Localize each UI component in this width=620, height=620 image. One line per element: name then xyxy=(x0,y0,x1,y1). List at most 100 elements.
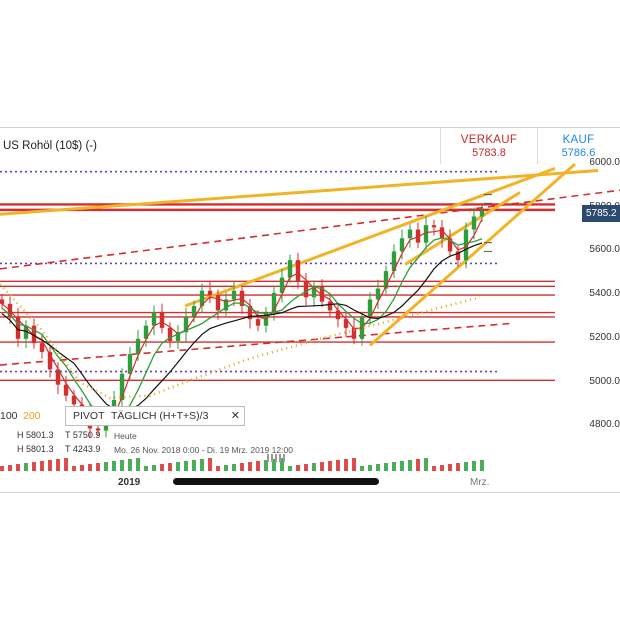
candle-body xyxy=(439,227,445,239)
x-tick-label: 2019 xyxy=(118,477,141,488)
candle-body xyxy=(343,319,349,328)
timeline-scrollbar[interactable] xyxy=(173,478,379,485)
volume-bar xyxy=(248,462,252,471)
candle-body xyxy=(375,288,381,300)
info-high-1: H 5801.3 xyxy=(17,430,54,440)
buy-label: KAUF xyxy=(562,134,595,146)
volume-bar xyxy=(288,466,292,471)
volume-bar xyxy=(280,458,284,471)
price-tick-label: 4800.0 xyxy=(589,419,620,431)
candle-body xyxy=(119,373,125,400)
candle-body xyxy=(415,229,421,243)
candle-body xyxy=(55,369,61,385)
volume-bar xyxy=(8,465,12,471)
candle-body xyxy=(231,290,237,300)
candle-body xyxy=(247,306,253,320)
price-tick-label: 6000.0 xyxy=(589,157,620,168)
candle-body xyxy=(183,316,189,333)
candle-body xyxy=(311,286,317,298)
candle-body xyxy=(135,338,141,355)
volume-bar xyxy=(360,466,364,471)
volume-bar xyxy=(224,465,228,471)
candle-body xyxy=(255,319,261,326)
trendline xyxy=(184,166,556,308)
volume-bar xyxy=(96,463,100,471)
volume-bar xyxy=(344,459,348,471)
last-price-badge: 5785.2 xyxy=(582,205,620,222)
volume-bar xyxy=(264,460,268,471)
sell-button[interactable]: VERKAUF 5783.8 xyxy=(440,128,538,164)
sell-label: VERKAUF xyxy=(460,134,518,146)
candle-body xyxy=(47,351,53,370)
pane-resize-handle[interactable] xyxy=(267,454,287,462)
info-date-range: Mo. 26 Nov. 2018 0:00 - Di. 19 Mrz. 2019… xyxy=(114,445,293,455)
candle-body xyxy=(175,332,181,341)
candle-body xyxy=(63,384,69,396)
volume-bar xyxy=(88,464,92,471)
pivot-indicator-chip[interactable]: PIVOT TÄGLICH (H+T+S)/3 ✕ xyxy=(65,406,245,426)
volume-bar xyxy=(352,458,356,471)
volume-bar xyxy=(80,465,84,471)
volume-bar xyxy=(72,466,76,471)
volume-bar xyxy=(40,461,44,471)
ma-red-line xyxy=(1,218,483,427)
price-tick-label: 5000.0 xyxy=(589,375,620,387)
candle-body xyxy=(463,229,469,261)
pivot-label: PIVOT xyxy=(73,410,105,422)
ma-200-label[interactable]: 200 xyxy=(23,410,41,422)
volume-bar xyxy=(216,466,220,471)
price-tick-label: 5400.0 xyxy=(589,288,620,300)
candle-body xyxy=(335,310,341,320)
candle-body xyxy=(207,290,213,296)
candle-body xyxy=(407,229,413,239)
volume-bar xyxy=(144,466,148,471)
volume-bar xyxy=(64,458,68,471)
candle-body xyxy=(295,260,301,282)
candle-body xyxy=(479,210,485,217)
candle-body xyxy=(159,312,165,328)
candle-body xyxy=(127,354,133,374)
volume-bar xyxy=(184,461,188,471)
instrument-title: US Rohöl (10$) (-) xyxy=(3,140,97,152)
candle-body xyxy=(167,327,173,341)
candle-body xyxy=(447,238,453,252)
volume-bar xyxy=(112,461,116,471)
volume-bar xyxy=(376,464,380,471)
buy-price: 5786.6 xyxy=(561,147,596,159)
volume-bar xyxy=(104,462,108,471)
candle-body xyxy=(423,225,429,243)
candle-body xyxy=(191,306,197,317)
price-chart xyxy=(0,162,620,471)
sell-price: 5783.8 xyxy=(472,147,506,159)
volume-bar xyxy=(400,461,404,471)
volume-bar xyxy=(440,465,444,471)
chart-panel: US Rohöl (10$) (-) VERKAUF 5783.8 KAUF 5… xyxy=(0,127,620,493)
candle-body xyxy=(327,301,333,311)
volume-bar xyxy=(304,464,308,471)
info-today: Heute xyxy=(114,431,137,441)
candle-body xyxy=(15,316,21,339)
candle-body xyxy=(215,295,221,311)
volume-bar xyxy=(336,460,340,471)
volume-bar xyxy=(56,459,60,471)
price-tick-label: 5600.0 xyxy=(589,244,620,256)
candle-body xyxy=(223,299,229,311)
trend-channel-lower xyxy=(0,322,511,366)
volume-bar xyxy=(456,463,460,471)
volume-bar xyxy=(368,465,372,471)
trendline xyxy=(404,191,521,266)
volume-bar xyxy=(432,466,436,471)
buy-button[interactable]: KAUF 5786.6 xyxy=(537,128,620,164)
volume-bar xyxy=(312,463,316,471)
volume-bar xyxy=(168,463,172,471)
ma-100-label[interactable]: 100 xyxy=(0,410,18,422)
volume-bar xyxy=(464,462,468,471)
volume-bar xyxy=(24,463,28,471)
candle-body xyxy=(383,271,389,289)
volume-bar xyxy=(320,462,324,471)
trendline xyxy=(369,162,576,347)
volume-bar xyxy=(240,463,244,471)
close-icon[interactable]: ✕ xyxy=(230,410,240,422)
candle-body xyxy=(303,281,309,298)
volume-bar xyxy=(232,464,236,471)
